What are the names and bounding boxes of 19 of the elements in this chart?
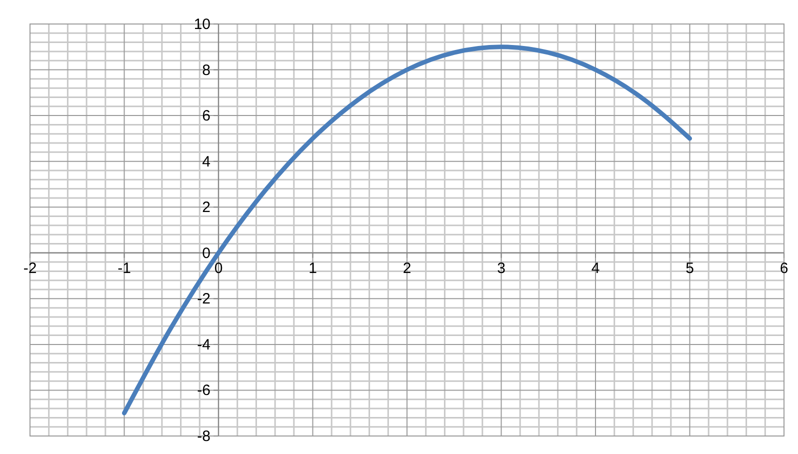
y-tick-label: 4 bbox=[202, 153, 210, 170]
x-tick-label: 6 bbox=[780, 260, 788, 277]
y-tick-label: 6 bbox=[202, 108, 210, 125]
y-tick-label: 8 bbox=[202, 62, 210, 79]
x-tick-label: -2 bbox=[23, 260, 37, 277]
x-tick-label: 4 bbox=[591, 260, 600, 277]
y-tick-label: 0 bbox=[202, 244, 210, 262]
x-tick-label: 3 bbox=[497, 260, 506, 277]
y-tick-label: -2 bbox=[197, 290, 210, 308]
x-tick-label: 5 bbox=[686, 260, 694, 277]
y-tick-label: -6 bbox=[197, 382, 210, 400]
y-tick-label: -8 bbox=[197, 428, 210, 445]
y-tick-label: -4 bbox=[197, 336, 210, 354]
x-tick-label: 0 bbox=[214, 260, 223, 277]
y-tick-label: 2 bbox=[202, 199, 210, 216]
x-tick-label: 2 bbox=[402, 260, 412, 277]
x-tick-label: -1 bbox=[118, 260, 131, 277]
x-tick-label: 1 bbox=[308, 260, 317, 277]
y-tick-label: 10 bbox=[194, 16, 210, 33]
